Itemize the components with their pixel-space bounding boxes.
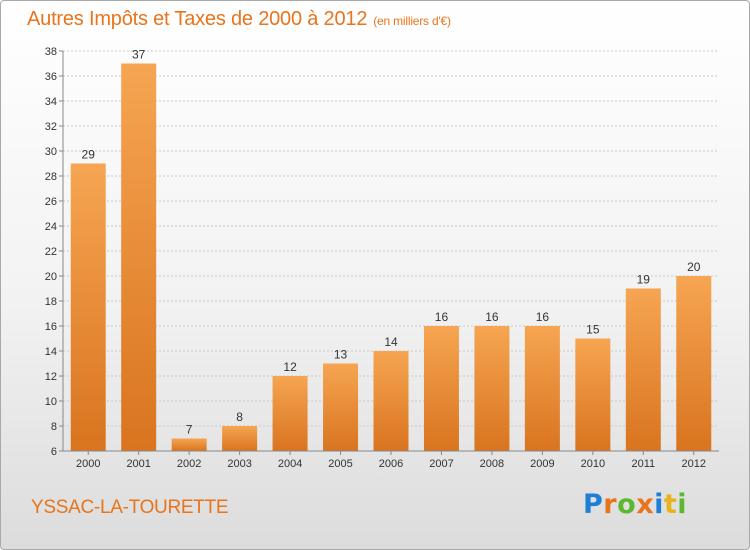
- data-label: 16: [485, 310, 499, 324]
- data-label: 7: [186, 423, 193, 437]
- y-tick-label: 36: [45, 71, 57, 83]
- data-label: 14: [384, 335, 398, 349]
- data-label: 19: [637, 273, 651, 287]
- proxiti-logo[interactable]: Proxiti: [583, 489, 687, 520]
- bar: [524, 326, 560, 451]
- x-tick-label: 2000: [76, 458, 100, 470]
- y-tick-label: 14: [45, 346, 57, 358]
- y-tick-label: 10: [45, 396, 57, 408]
- bar: [323, 363, 359, 451]
- data-label: 20: [687, 260, 701, 274]
- y-tick-label: 18: [45, 296, 57, 308]
- x-tick-label: 2003: [227, 458, 251, 470]
- x-tick-label: 2011: [631, 458, 655, 470]
- y-tick-label: 26: [45, 196, 57, 208]
- bar: [423, 326, 459, 451]
- data-label: 29: [82, 148, 96, 162]
- x-tick-label: 2008: [480, 458, 504, 470]
- chart-subtitle: (en milliers d'€): [373, 14, 451, 28]
- bar: [575, 338, 611, 451]
- y-tick-label: 12: [45, 371, 57, 383]
- data-label: 15: [586, 323, 600, 337]
- logo-letter: i: [677, 489, 688, 520]
- bar: [474, 326, 510, 451]
- chart-title-text: Autres Impôts et Taxes de 2000 à 2012: [27, 8, 368, 30]
- x-tick-label: 2009: [530, 458, 554, 470]
- x-tick-label: 2007: [429, 458, 453, 470]
- logo-letter: r: [603, 489, 618, 520]
- y-tick-label: 6: [51, 446, 57, 458]
- bar: [70, 163, 106, 451]
- y-tick-label: 8: [51, 421, 57, 433]
- x-axis: 2000 2001 2002 2003 2004 2005 2006 2007 2008 2009…: [63, 450, 719, 470]
- logo-letter: i: [654, 489, 664, 520]
- data-label: 8: [236, 410, 243, 424]
- chart-title: Autres Impôts et Taxes de 2000 à 2012 (en…: [27, 8, 451, 31]
- x-tick-label: 2010: [581, 458, 605, 470]
- bar: [625, 288, 661, 451]
- x-tick-label: 2004: [278, 458, 302, 470]
- x-tick-label: 2001: [126, 458, 150, 470]
- bar: [121, 63, 157, 451]
- bar: [272, 376, 308, 451]
- bar: [222, 426, 258, 451]
- logo-letter: x: [636, 489, 655, 520]
- y-tick-label: 22: [45, 246, 57, 258]
- bar: [171, 438, 207, 451]
- y-tick-label: 20: [45, 271, 57, 283]
- x-tick-label: 2006: [379, 458, 403, 470]
- y-tick-label: 30: [45, 146, 57, 158]
- logo-letter: t: [663, 489, 678, 520]
- data-label: 13: [334, 348, 348, 362]
- data-label: 16: [536, 310, 550, 324]
- logo-letter: P: [583, 489, 604, 520]
- data-label: 37: [132, 48, 146, 62]
- bar: [676, 276, 712, 451]
- x-tick-label: 2002: [177, 458, 201, 470]
- data-label: 12: [283, 360, 297, 374]
- y-tick-label: 16: [45, 321, 57, 333]
- x-tick-label: 2012: [682, 458, 706, 470]
- y-tick-label: 34: [45, 96, 57, 108]
- bar-series: 29 37 7 8 12 13 14 16 16 16 15 19 20: [70, 48, 712, 451]
- data-label: 16: [435, 310, 449, 324]
- y-tick-label: 38: [45, 46, 57, 58]
- bar: [373, 351, 409, 451]
- y-tick-label: 24: [45, 221, 57, 233]
- logo-letter: o: [617, 489, 637, 520]
- x-tick-label: 2005: [328, 458, 352, 470]
- commune-name: YSSAC-LA-TOURETTE: [31, 497, 229, 518]
- y-tick-label: 28: [45, 171, 57, 183]
- y-axis: 6 8 10 12 14 16 18 20 22 24 26 28 30 32 34 36 38: [45, 46, 64, 458]
- y-tick-label: 32: [45, 121, 57, 133]
